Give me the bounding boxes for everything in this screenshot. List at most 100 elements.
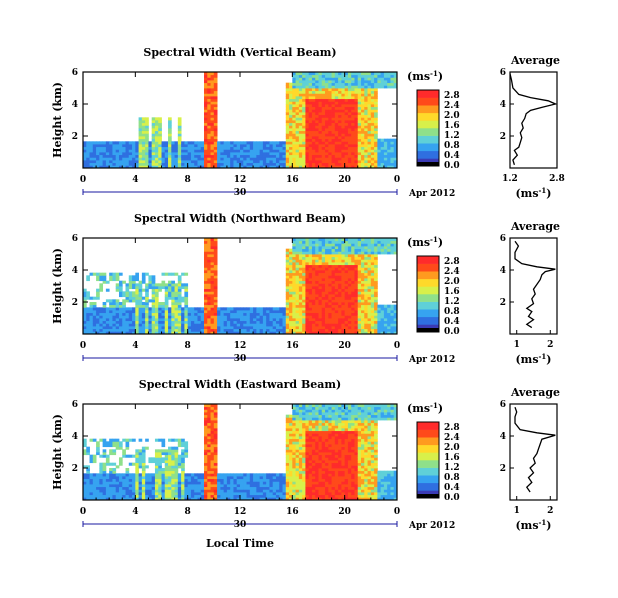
heatmap-cell — [233, 154, 238, 158]
heatmap-cell — [112, 478, 117, 482]
heatmap-cell — [338, 259, 342, 263]
heatmap-cell — [266, 331, 270, 335]
heatmap-cell — [83, 312, 87, 316]
heatmap-cell — [135, 484, 139, 488]
heatmap-cell — [213, 430, 218, 434]
y-tick-label: 6 — [72, 234, 78, 244]
heatmap-cell — [207, 288, 211, 292]
heatmap-cell — [135, 489, 139, 493]
heatmap-cell — [334, 272, 339, 276]
heatmap-cell — [138, 304, 143, 308]
heatmap-cell — [298, 331, 303, 335]
heatmap-cell — [83, 323, 87, 327]
heatmap-cell — [262, 320, 267, 324]
heatmap-cell — [217, 476, 221, 480]
heatmap-cell — [380, 248, 385, 252]
heatmap-cell — [128, 454, 133, 458]
heatmap-cell — [181, 478, 185, 482]
heatmap-cell — [308, 270, 313, 274]
heatmap-cell — [367, 165, 372, 169]
heatmap-cell — [331, 117, 336, 121]
heatmap-cell — [311, 270, 316, 274]
heatmap-cell — [253, 310, 257, 314]
heatmap-cell — [318, 294, 323, 298]
heatmap-cell — [200, 320, 205, 324]
heatmap-cell — [331, 122, 336, 126]
heatmap-cell — [315, 318, 319, 322]
heatmap-cell — [308, 312, 313, 316]
heatmap-cell — [213, 101, 218, 105]
heatmap-cell — [374, 251, 378, 255]
heatmap-cell — [177, 130, 182, 134]
heatmap-cell — [266, 160, 270, 164]
heatmap-cell — [318, 302, 323, 306]
heatmap-cell — [344, 157, 349, 161]
heatmap-cell — [305, 328, 310, 332]
heatmap-cell — [298, 246, 303, 250]
heatmap-cell — [390, 82, 395, 86]
heatmap-cell — [246, 160, 251, 164]
heatmap-cell — [197, 478, 202, 482]
heatmap-cell — [285, 146, 290, 150]
heatmap-cell — [311, 238, 316, 242]
heatmap-cell — [174, 489, 179, 493]
heatmap-cell — [383, 312, 388, 316]
heatmap-cell — [380, 310, 385, 314]
heatmap-cell — [138, 318, 143, 322]
heatmap-cell — [158, 141, 162, 145]
heatmap-cell — [213, 406, 218, 410]
heatmap-cell — [200, 476, 205, 480]
heatmap-cell — [138, 307, 143, 311]
heatmap-cell — [315, 130, 319, 134]
heatmap-cell — [128, 275, 133, 279]
heatmap-cell — [338, 275, 342, 279]
heatmap-cell — [347, 296, 352, 300]
heatmap-cell — [213, 251, 218, 255]
heatmap-cell — [334, 326, 339, 330]
heatmap-cell — [138, 160, 143, 164]
heatmap-cell — [210, 157, 215, 161]
heatmap-cell — [298, 130, 303, 134]
heatmap-cell — [194, 492, 198, 496]
heatmap-cell — [210, 275, 215, 279]
heatmap-cell — [96, 154, 100, 158]
heatmap-cell — [347, 117, 352, 121]
heatmap-cell — [141, 318, 146, 322]
heatmap-cell — [171, 468, 175, 472]
heatmap-cell — [197, 481, 202, 485]
heatmap-cell — [249, 328, 254, 332]
heatmap-cell — [204, 122, 208, 126]
heatmap-cell — [285, 152, 290, 156]
heatmap-cell — [207, 406, 211, 410]
heatmap-cell — [266, 149, 270, 153]
heatmap-cell — [292, 74, 296, 78]
heatmap-cell — [217, 315, 221, 319]
heatmap-cell — [154, 149, 159, 153]
heatmap-cell — [161, 452, 166, 456]
heatmap-cell — [344, 307, 349, 311]
heatmap-cell — [269, 141, 274, 145]
heatmap-cell — [89, 489, 94, 493]
heatmap-cell — [292, 160, 296, 164]
heatmap-cell — [181, 494, 185, 498]
heatmap-cell — [141, 476, 146, 480]
heatmap-cell — [181, 331, 185, 335]
heatmap-cell — [174, 497, 179, 501]
heatmap-cell — [305, 307, 310, 311]
heatmap-cell — [325, 283, 329, 287]
heatmap-cell — [83, 444, 87, 448]
heatmap-cell — [115, 149, 120, 153]
heatmap-cell — [92, 318, 97, 322]
heatmap-cell — [246, 146, 251, 150]
heatmap-cell — [325, 144, 329, 148]
heatmap-cell — [380, 312, 385, 316]
heatmap-cell — [138, 125, 143, 129]
heatmap-cell — [161, 484, 166, 488]
heatmap-cell — [112, 494, 117, 498]
heatmap-cell — [292, 278, 296, 282]
heatmap-cell — [204, 278, 208, 282]
heatmap-cell — [347, 90, 352, 94]
heatmap-cell — [298, 162, 303, 166]
heatmap-cell — [223, 152, 228, 156]
heatmap-cell — [118, 323, 123, 327]
